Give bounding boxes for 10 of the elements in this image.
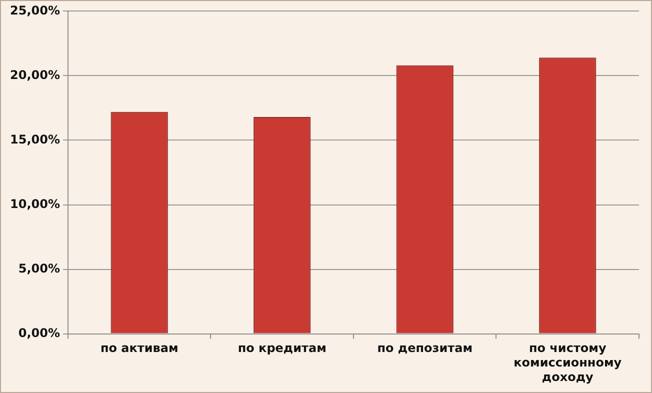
y-tick-label: 15,00% — [10, 132, 60, 146]
y-tick-label: 0,00% — [18, 326, 60, 340]
x-tick-label: по активам — [100, 341, 178, 356]
x-tick-label: по чистому комиссионному доходу — [514, 341, 622, 384]
y-tick-label: 5,00% — [18, 261, 60, 276]
x-tick-label: по кредитам — [238, 341, 326, 356]
y-tick-label: 25,00% — [10, 3, 60, 18]
y-tick-label: 10,00% — [10, 196, 60, 211]
y-tick-label: 20,00% — [10, 68, 60, 82]
x-tick-label: по депозитам — [377, 341, 473, 356]
